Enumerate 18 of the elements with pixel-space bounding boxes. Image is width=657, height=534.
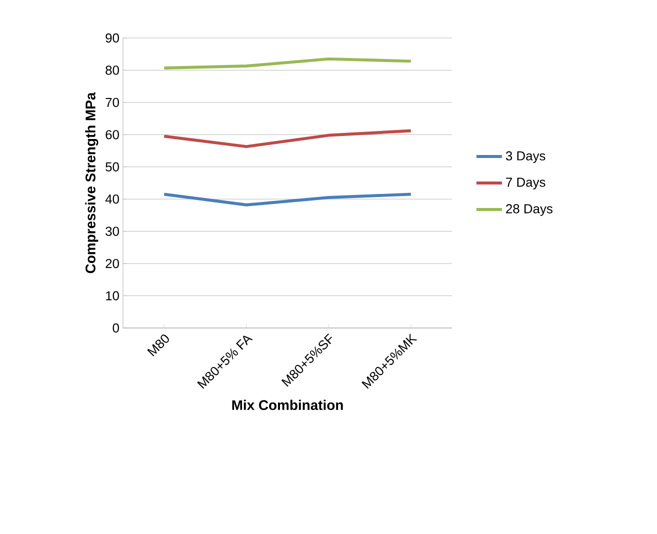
y-tick-label: 20 bbox=[106, 258, 119, 268]
x-axis-title: Mix Combination bbox=[232, 400, 343, 410]
x-tick-label: M80 bbox=[147, 334, 169, 356]
y-tick-label: 50 bbox=[106, 162, 119, 172]
y-axis-title: Compressive Strength MPa bbox=[85, 92, 98, 274]
legend-label: 28 Days bbox=[506, 204, 552, 216]
line-series bbox=[162, 57, 412, 70]
y-tick-label: 40 bbox=[105, 194, 119, 204]
legend-label: 3 Days bbox=[506, 151, 546, 163]
y-tick-label: 60 bbox=[106, 130, 119, 140]
y-tick-label: 10 bbox=[106, 291, 119, 300]
y-tick-label: 70 bbox=[106, 98, 119, 108]
y-tick-label: 30 bbox=[106, 226, 119, 236]
y-tick-label: 80 bbox=[106, 66, 119, 75]
legend-label: 7 Days bbox=[506, 178, 546, 190]
y-tick-label: 90 bbox=[106, 33, 119, 43]
line-series bbox=[162, 129, 412, 148]
y-tick-label: 0 bbox=[112, 323, 119, 333]
